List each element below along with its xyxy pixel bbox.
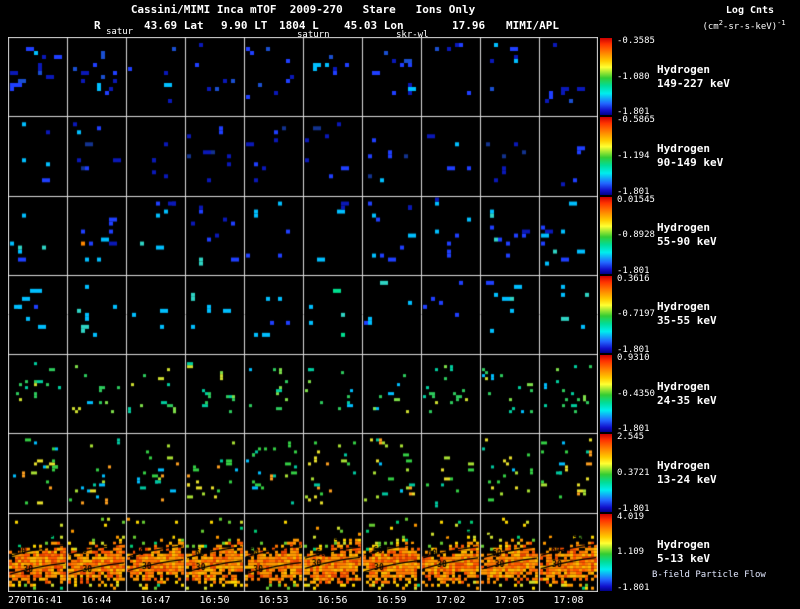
units-superscript-2: 2	[718, 19, 723, 27]
energy-label: 55-90 keV	[657, 235, 717, 249]
colorbar-units: (cm2-sr-s-keV)-1	[688, 19, 800, 32]
colorbar-tick-mid: -0.7197	[617, 309, 655, 320]
row-label: Hydrogen 5-13 keV	[657, 513, 797, 592]
header-sub-saturn: saturn	[297, 30, 330, 40]
colorbar-tick-mid: -1.080	[617, 71, 650, 82]
colorbar-block: 2.545 0.3721 -1.801	[600, 432, 658, 514]
colorbar-block: 0.01545 -0.8928 -1.801	[600, 194, 658, 276]
colorbar-tick-max: 4.019	[617, 511, 645, 522]
species-label: Hydrogen	[657, 221, 710, 235]
time-label: 16:50	[199, 595, 230, 606]
header-value: 17.96	[452, 19, 486, 32]
colorbar-tick-max: 0.01545	[617, 194, 655, 205]
row-label: Hydrogen 90-149 keV	[657, 116, 797, 195]
time-label: 17:05	[494, 595, 525, 606]
colorbar	[600, 513, 612, 591]
time-label: 16:47	[140, 595, 171, 606]
species-label: Hydrogen	[657, 459, 710, 473]
colorbar-tick-min: -1.801	[617, 424, 650, 435]
colorbar-tick-mid: 1.109	[617, 547, 645, 558]
units-prefix: (cm	[702, 22, 719, 32]
header-lon-value: 45.03 Lon	[344, 19, 404, 32]
colorbar-tick-min: -1.801	[617, 503, 650, 514]
header-lt-value: 9.90 LT	[221, 19, 268, 32]
header-sub-skrwl: skr-wl	[396, 30, 429, 40]
species-label: Hydrogen	[657, 141, 710, 155]
units-superscript-neg1: -1	[777, 19, 786, 27]
energy-label: 149-227 keV	[657, 76, 730, 90]
colorbar-tick-min: -1.801	[617, 107, 650, 118]
colorbar	[600, 196, 612, 274]
row-label-column: Hydrogen 149-227 keV Hydrogen 90-149 keV Hyd…	[657, 37, 797, 592]
colorbar	[600, 434, 612, 512]
colorbar-block: 0.3616 -0.7197 -1.801	[600, 273, 658, 356]
bfield-flow-label: B-field Particle Flow	[652, 570, 766, 580]
time-label: 270T16:41	[8, 595, 63, 606]
colorbar-block: -0.5865 -1.194 -1.801	[600, 115, 658, 197]
header-sub-satur: satur	[106, 27, 134, 37]
header-l-value: 1804 L	[279, 19, 319, 32]
colorbar-tick-max: 0.3616	[617, 273, 650, 284]
colorbar	[600, 38, 612, 116]
row-label: Hydrogen 24-35 keV	[657, 354, 797, 433]
colorbar-tick-min: -1.801	[617, 265, 650, 276]
energy-label: 13-24 keV	[657, 473, 717, 487]
colorbar-title: Log Cnts	[725, 5, 775, 16]
time-label: 16:59	[376, 595, 407, 606]
header-org-label: MIMI/APL	[506, 19, 559, 32]
row-label: Hydrogen 149-227 keV	[657, 37, 797, 116]
colorbar-block: -0.3585 -1.080 -1.801	[600, 36, 658, 118]
time-label: 16:56	[317, 595, 348, 606]
time-label: 17:02	[435, 595, 466, 606]
species-label: Hydrogen	[657, 62, 710, 76]
colorbar-tick-max: 2.545	[617, 432, 645, 443]
colorbar-tick-min: -1.801	[617, 345, 650, 356]
spectrogram-grid	[8, 37, 598, 592]
species-label: Hydrogen	[657, 379, 710, 393]
colorbar-tick-max: -0.3585	[617, 36, 655, 46]
units-mid: -sr-s-keV)	[722, 22, 778, 32]
row-label: Hydrogen 55-90 keV	[657, 196, 797, 275]
colorbar-tick-max: -0.5865	[617, 115, 655, 126]
colorbar-tick-mid: -0.8928	[617, 230, 655, 241]
species-label: Hydrogen	[657, 300, 710, 314]
header-lat-value: 43.69 Lat	[144, 19, 204, 32]
colorbar-tick-mid: 0.3721	[617, 468, 650, 479]
colorbar-block: 4.019 1.109 -1.801	[600, 511, 658, 593]
energy-label: 5-13 keV	[657, 552, 710, 566]
colorbar-tick-mid: -1.194	[617, 150, 650, 161]
row-label: Hydrogen 35-55 keV	[657, 275, 797, 354]
colorbar-tick-min: -1.801	[617, 582, 650, 593]
energy-label: 90-149 keV	[657, 155, 724, 169]
species-label: Hydrogen	[657, 538, 710, 552]
colorbar	[600, 355, 612, 433]
colorbar	[600, 117, 612, 195]
colorbar-tick-max: 0.9310	[617, 353, 650, 364]
header-r-label: R	[94, 19, 101, 32]
colorbar-tick-mid: -0.4350	[617, 388, 655, 399]
colorbar	[600, 275, 612, 354]
time-label: 16:44	[81, 595, 112, 606]
time-axis: 270T16:41 16:44 16:47 16:50 16:53 16:56 16:59 1…	[8, 595, 598, 606]
time-label: 16:53	[258, 595, 289, 606]
energy-label: 24-35 keV	[657, 393, 717, 407]
plot-title: Cassini/MIMI Inca mTOF 2009-270 Stare Io…	[130, 3, 476, 16]
colorbar-tick-min: -1.801	[617, 186, 650, 197]
time-label: 17:08	[553, 595, 584, 606]
energy-label: 35-55 keV	[657, 314, 717, 328]
colorbar-block: 0.9310 -0.4350 -1.801	[600, 353, 658, 435]
row-label: Hydrogen 13-24 keV	[657, 433, 797, 512]
colorbar-column: -0.3585 -1.080 -1.801 -0.5865 -1.194 -1.801 0.…	[600, 36, 658, 593]
